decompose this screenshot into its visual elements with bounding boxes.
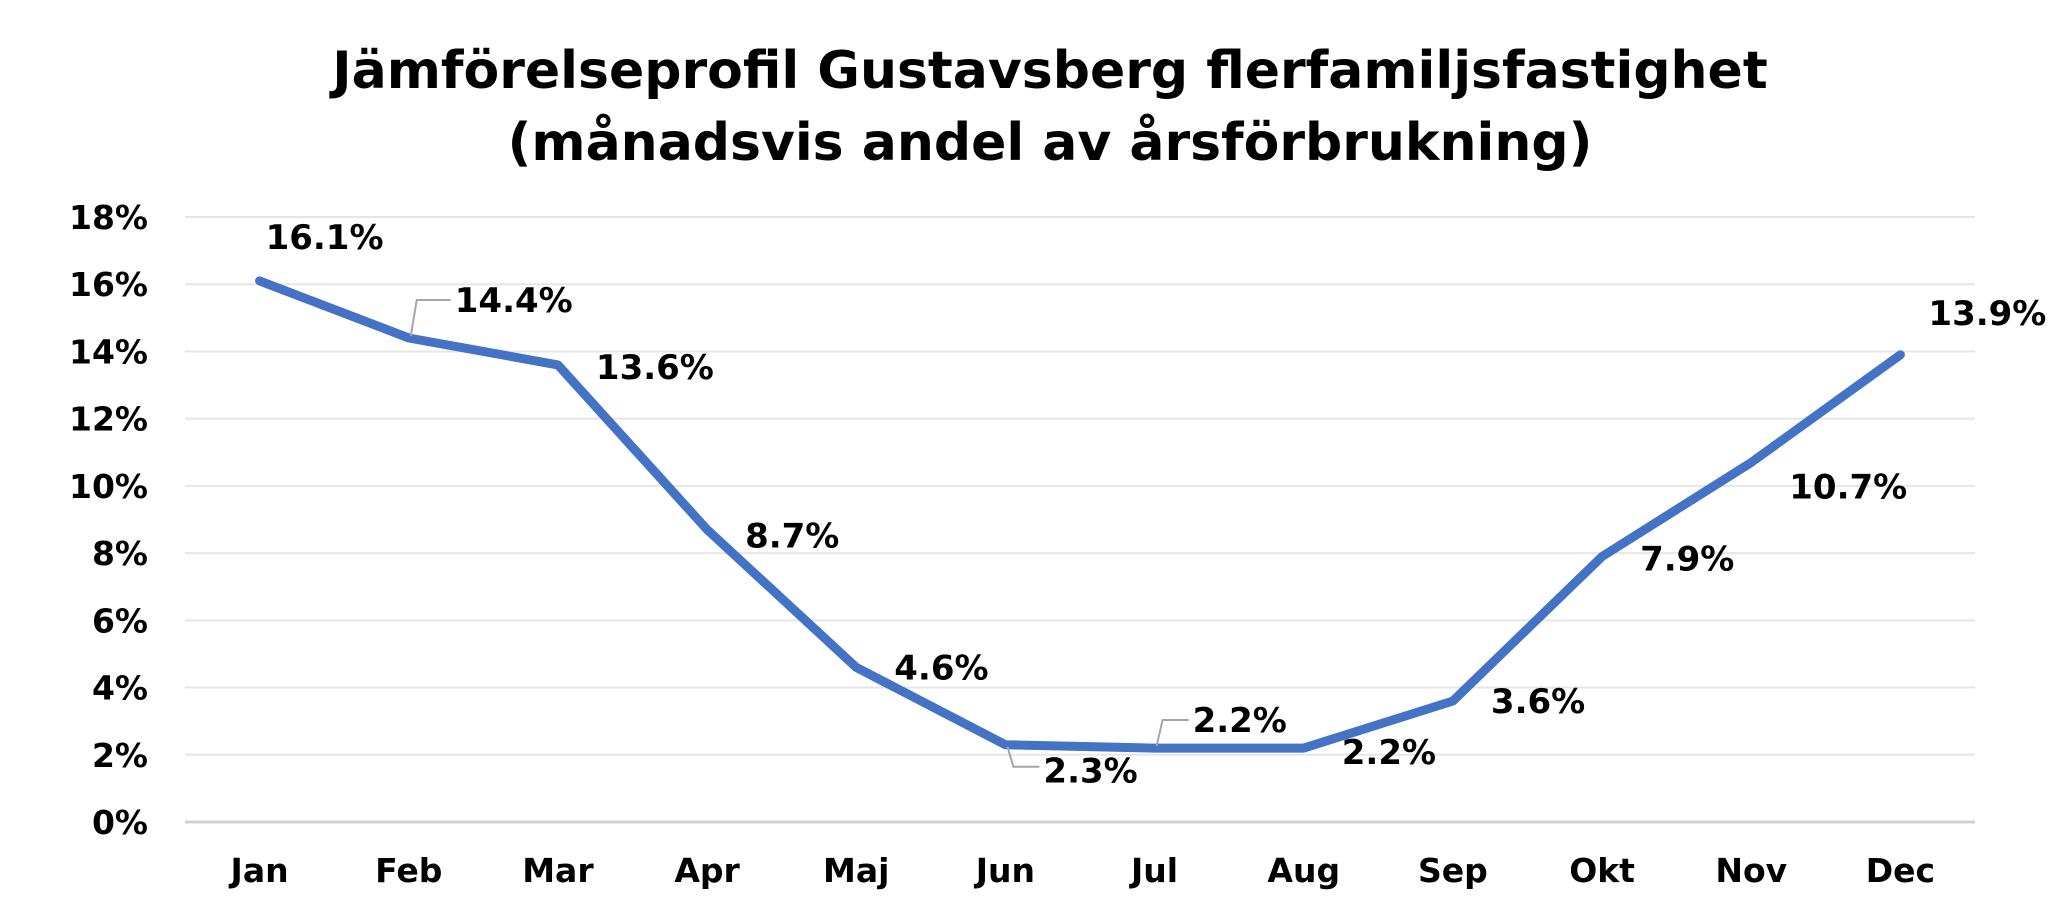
y-tick-label-4: 4% [92, 669, 148, 708]
data-labels: 16.1% 14.4% 13.6% 8.7% 4.6% 2.3% 2.2% 2.2% 3.6% 7… [266, 218, 2047, 792]
data-label-dec: 13.9% [1928, 294, 2046, 334]
data-label-maj: 4.6% [894, 648, 988, 688]
gridlines [185, 216, 1975, 824]
data-label-jul: 2.2% [1193, 701, 1287, 741]
x-tick-label-aug: Aug [1267, 851, 1340, 890]
chart-title-line-2: (månadsvis andel av årsförbrukning) [508, 113, 1593, 173]
y-tick-label-12: 12% [69, 400, 148, 439]
data-label-nov: 10.7% [1789, 467, 1907, 507]
x-tick-label-feb: Feb [375, 851, 442, 890]
data-label-aug: 2.2% [1342, 733, 1436, 773]
x-tick-label-jun: Jun [974, 851, 1035, 890]
x-tick-label-apr: Apr [674, 851, 740, 890]
data-label-apr: 8.7% [745, 517, 839, 557]
x-tick-label-maj: Maj [823, 851, 889, 890]
data-label-jun: 2.3% [1043, 752, 1137, 792]
x-tick-label-dec: Dec [1866, 851, 1935, 890]
y-tick-label-14: 14% [69, 332, 148, 371]
y-tick-label-18: 18% [69, 198, 148, 237]
x-tick-label-nov: Nov [1715, 851, 1787, 890]
x-tick-label-sep: Sep [1418, 851, 1488, 890]
data-label-sep: 3.6% [1491, 682, 1585, 722]
y-tick-label-10: 10% [69, 467, 148, 506]
y-tick-label-16: 16% [69, 265, 148, 304]
data-label-okt: 7.9% [1640, 539, 1734, 579]
leader-line-jul [1155, 719, 1189, 747]
y-tick-label-0: 0% [92, 803, 148, 842]
x-axis-tick-labels: Jan Feb Mar Apr Maj Jun Jul Aug Sep Okt Nov Dec [229, 851, 1936, 890]
x-tick-label-jul: Jul [1129, 851, 1178, 890]
leader-line-feb [409, 299, 451, 337]
data-label-leaders [409, 299, 1189, 768]
chart-title-line-1: Jämförelseprofil Gustavsberg flerfamiljs… [329, 41, 1767, 101]
x-tick-label-jan: Jan [229, 851, 289, 890]
series-line [255, 276, 1905, 753]
x-tick-label-mar: Mar [522, 851, 594, 890]
series-line-group [255, 276, 1905, 753]
leader-line-jun [1006, 746, 1040, 768]
y-tick-label-2: 2% [92, 736, 148, 775]
y-tick-label-8: 8% [92, 534, 148, 573]
data-label-mar: 13.6% [596, 348, 714, 388]
chart-title: Jämförelseprofil Gustavsberg flerfamiljs… [329, 41, 1767, 173]
data-label-feb: 14.4% [455, 281, 573, 321]
y-axis-tick-labels: 0% 2% 4% 6% 8% 10% 12% 14% 16% 18% [69, 198, 148, 842]
x-tick-label-okt: Okt [1569, 851, 1635, 890]
y-tick-label-6: 6% [92, 601, 148, 640]
data-label-jan: 16.1% [266, 218, 384, 258]
